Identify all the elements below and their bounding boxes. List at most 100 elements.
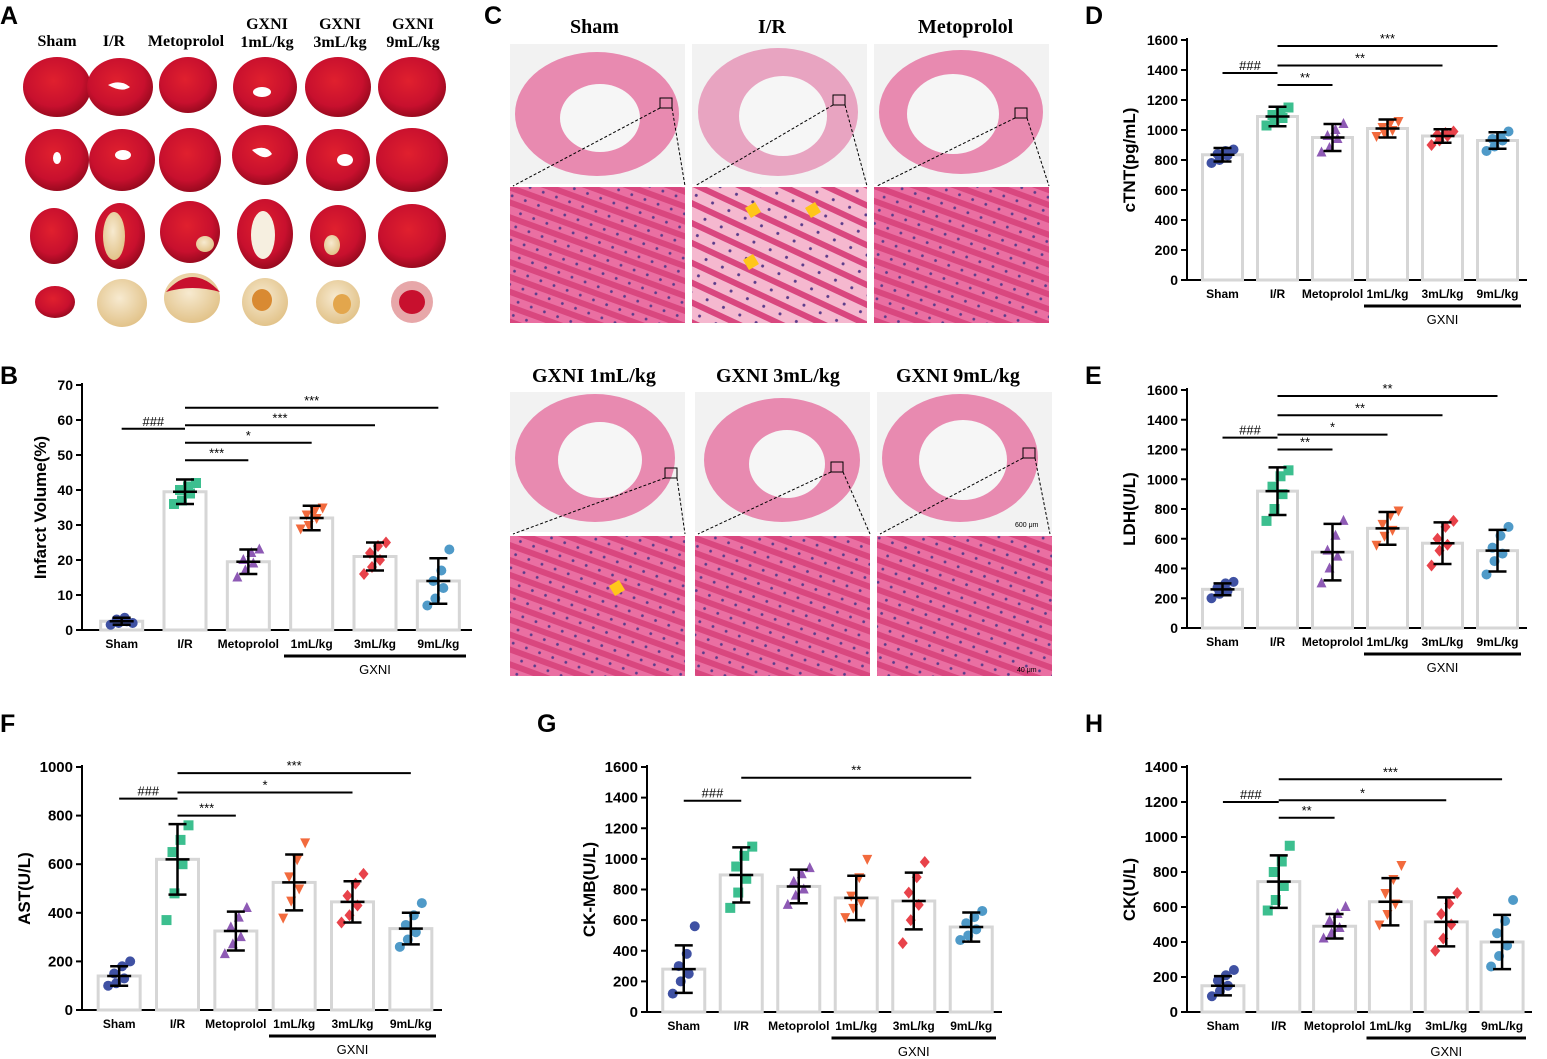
x-tick-label: Metoprolol — [1302, 287, 1363, 301]
y-axis-label: cTNT(pg/mL) — [1120, 108, 1139, 213]
he-overview-sham — [510, 44, 685, 184]
significance-label: ** — [1355, 51, 1365, 66]
y-tick-label: 0 — [65, 1002, 73, 1019]
data-point — [1275, 471, 1286, 482]
data-point — [416, 898, 427, 909]
x-tick-label: I/R — [1271, 1019, 1287, 1033]
bar — [1311, 136, 1354, 282]
data-point — [185, 488, 195, 499]
he-overview-gxni-1 — [510, 392, 685, 532]
data-point — [1371, 132, 1382, 142]
panel-letter-f: F — [0, 710, 16, 738]
data-point — [725, 902, 736, 913]
data-point — [1277, 489, 1288, 500]
significance-label: ** — [1355, 400, 1365, 415]
data-point — [1448, 514, 1459, 527]
y-tick-label: 1200 — [605, 820, 638, 837]
chart-ck-mb: 0 200 400 600 800 1000 1200 1400 1600 CK-MB(U/L) S… — [580, 759, 1002, 1057]
data-point — [342, 889, 353, 902]
y-axis-label: Infarct Volume(%) — [31, 436, 50, 579]
significance-label: ### — [1240, 787, 1262, 802]
data-point — [733, 887, 744, 898]
data-point — [1442, 538, 1453, 551]
y-tick-label: 30 — [57, 517, 73, 533]
x-tick-label: 3mL/kg — [893, 1019, 935, 1033]
data-point — [1316, 146, 1327, 157]
scale-bar-40: 40 μm — [1017, 667, 1037, 674]
x-tick-label: 9mL/kg — [390, 1017, 432, 1031]
significance-label: ** — [851, 763, 861, 778]
y-tick-label: 1000 — [1147, 122, 1178, 138]
data-point — [1393, 506, 1404, 517]
significance-label: ### — [1239, 58, 1261, 73]
data-point — [1228, 965, 1239, 975]
significance-label: *** — [272, 410, 287, 425]
data-point — [1270, 895, 1281, 905]
data-point — [235, 931, 246, 942]
a-label-ir: I/R — [102, 33, 126, 50]
data-point — [1340, 901, 1351, 911]
y-tick-label: 0 — [1170, 620, 1178, 636]
significance-label: *** — [209, 445, 224, 460]
a-label-gxni-3: GXNI 3mL/kg — [313, 16, 367, 51]
x-tick-label: 3mL/kg — [1421, 635, 1463, 649]
x-tick-label: 1mL/kg — [291, 637, 333, 651]
data-point — [1426, 559, 1437, 572]
arrow-icon — [609, 580, 625, 596]
data-point — [1396, 861, 1407, 871]
group-label: GXNI — [1427, 312, 1459, 327]
data-point — [1318, 932, 1329, 943]
y-tick-label: 200 — [48, 953, 73, 970]
c-label-gxni-1: GXNI 1mL/kg — [532, 365, 656, 387]
significance-label: ** — [1302, 803, 1312, 818]
data-point — [862, 854, 873, 865]
data-point — [219, 948, 230, 959]
chart-ck: 0 200 400 600 800 1000 1200 1400 CK(U/L) Sham I/R M… — [1120, 759, 1532, 1057]
data-point — [846, 891, 857, 902]
bar — [162, 490, 208, 632]
significance-label: *** — [304, 393, 319, 408]
y-tick-label: 1200 — [1145, 794, 1178, 811]
data-point — [798, 883, 809, 894]
y-tick-label: 800 — [48, 808, 73, 825]
panel-letter-g: G — [537, 710, 557, 738]
data-point — [175, 834, 186, 845]
data-point — [381, 536, 391, 549]
chart-ast: 0 200 400 600 800 1000 AST(U/L) Sham I/R Metoprol… — [15, 758, 442, 1057]
data-point — [856, 897, 867, 908]
x-tick-label: I/R — [177, 637, 193, 651]
y-tick-label: 0 — [1170, 272, 1178, 288]
data-point — [1316, 577, 1327, 588]
x-tick-label: Metoprolol — [205, 1017, 266, 1031]
data-point — [840, 913, 851, 924]
group-label: GXNI — [337, 1042, 369, 1057]
data-point — [125, 956, 136, 967]
ttc-row-4 — [35, 273, 433, 327]
a-label-sham: Sham — [37, 33, 77, 50]
y-tick-label: 1000 — [40, 759, 73, 776]
data-point — [1269, 116, 1280, 126]
data-point — [1212, 975, 1223, 986]
x-tick-label: 3mL/kg — [354, 637, 396, 651]
x-tick-label: Metoprolol — [1302, 635, 1363, 649]
y-tick-label: 200 — [1153, 969, 1178, 986]
x-tick-label: 1mL/kg — [1369, 1019, 1411, 1033]
y-tick-label: 600 — [48, 856, 73, 873]
panel-letter-d: D — [1085, 2, 1104, 30]
he-zoom-ir — [692, 187, 867, 323]
x-tick-label: 9mL/kg — [1476, 287, 1518, 301]
ttc-row-3 — [30, 199, 446, 269]
arrow-icon — [805, 202, 821, 218]
significance-label: *** — [1380, 31, 1395, 46]
y-tick-label: 200 — [1155, 242, 1179, 258]
data-point — [438, 583, 449, 593]
x-tick-label: Sham — [103, 1017, 136, 1031]
data-point — [169, 499, 179, 509]
he-overview-ir — [692, 44, 867, 184]
y-tick-label: 70 — [57, 377, 73, 393]
data-point — [336, 916, 347, 929]
panel-letter-e: E — [1085, 362, 1102, 390]
panel-letter-b: B — [0, 362, 19, 390]
data-point — [1377, 519, 1388, 530]
